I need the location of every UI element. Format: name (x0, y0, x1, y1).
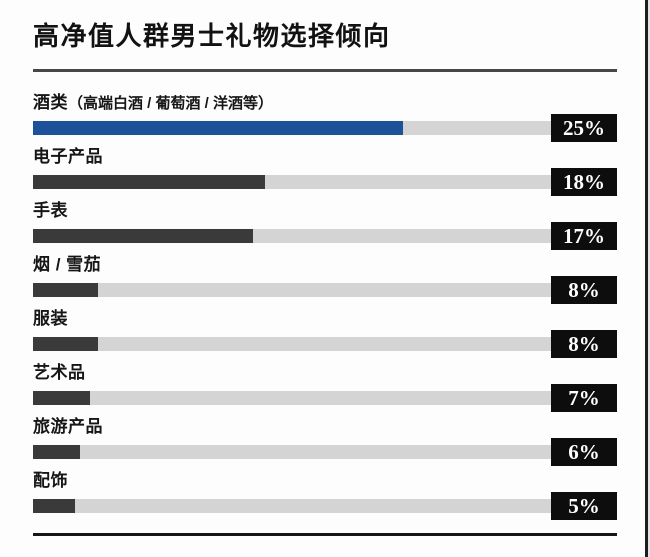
chart-row: 旅游产品 6% (33, 416, 617, 466)
chart-container: 高净值人群男士礼物选择倾向 酒类（高端白酒 / 葡萄酒 / 洋酒等） 25% 电… (33, 0, 617, 536)
title-divider (33, 69, 617, 72)
value-badge: 8% (551, 330, 617, 358)
bar-category-label: 烟 / 雪茄 (33, 255, 102, 274)
page-edge-light (648, 0, 650, 557)
chart-row: 酒类（高端白酒 / 葡萄酒 / 洋酒等） 25% (33, 92, 617, 142)
bar-track (33, 445, 551, 459)
bar-category-label: 艺术品 (33, 363, 86, 382)
bar-fill (33, 499, 75, 513)
bar-track (33, 283, 551, 297)
bar-category-label: 酒类 (33, 93, 68, 112)
bar-category-label: 电子产品 (33, 147, 103, 166)
value-badge: 17% (551, 222, 617, 250)
chart-row: 烟 / 雪茄 8% (33, 254, 617, 304)
bar-area: 5% (33, 492, 617, 520)
value-badge: 8% (551, 276, 617, 304)
bar-area: 8% (33, 276, 617, 304)
bar-category-label: 配饰 (33, 471, 68, 490)
value-badge: 7% (551, 384, 617, 412)
bar-category-label: 旅游产品 (33, 417, 103, 436)
bar-fill (33, 337, 98, 351)
chart-row: 手表 17% (33, 200, 617, 250)
bar-fill (33, 283, 98, 297)
page-right-border (645, 0, 648, 557)
bar-fill (33, 445, 81, 459)
bar-track (33, 499, 551, 513)
value-badge: 5% (551, 492, 617, 520)
chart-row: 电子产品 18% (33, 146, 617, 196)
bar-area: 17% (33, 222, 617, 250)
bar-category-label: 服装 (33, 309, 68, 328)
bottom-divider (33, 533, 617, 536)
chart-row: 艺术品 7% (33, 362, 617, 412)
value-badge: 25% (551, 114, 617, 142)
bar-track (33, 337, 551, 351)
bar-rows: 酒类（高端白酒 / 葡萄酒 / 洋酒等） 25% 电子产品 18% 手表 17% (33, 92, 617, 520)
bar-area: 7% (33, 384, 617, 412)
chart-row: 服装 8% (33, 308, 617, 358)
bar-area: 6% (33, 438, 617, 466)
bar-area: 25% (33, 114, 617, 142)
bar-track (33, 391, 551, 405)
bar-category-label: 手表 (33, 201, 68, 220)
bar-category-note: （高端白酒 / 葡萄酒 / 洋酒等） (68, 95, 274, 112)
chart-row: 配饰 5% (33, 470, 617, 520)
bar-fill (33, 229, 254, 243)
chart-title: 高净值人群男士礼物选择倾向 (33, 21, 391, 51)
bar-fill (33, 391, 90, 405)
bar-fill (33, 175, 266, 189)
value-badge: 18% (551, 168, 617, 196)
bar-area: 8% (33, 330, 617, 358)
value-badge: 6% (551, 438, 617, 466)
bar-area: 18% (33, 168, 617, 196)
bar-fill (33, 121, 403, 135)
